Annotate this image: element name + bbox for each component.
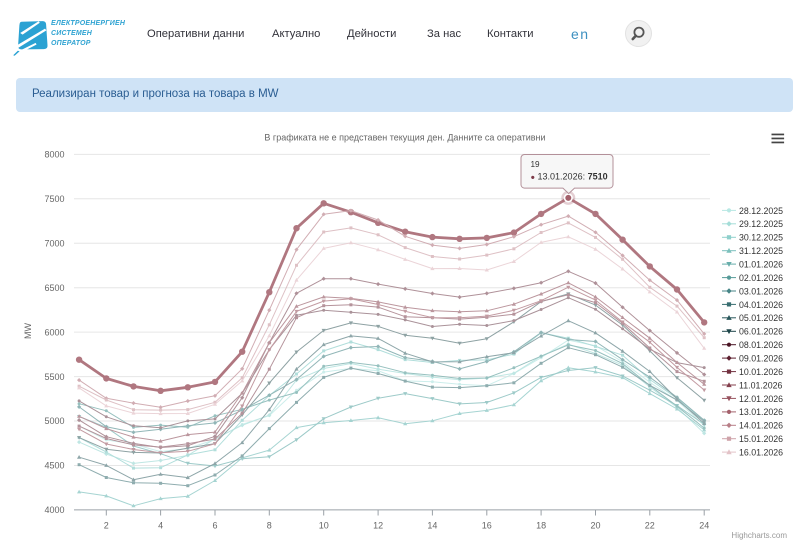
- svg-text:18: 18: [536, 520, 546, 530]
- svg-text:03.01.2026: 03.01.2026: [739, 286, 783, 296]
- svg-text:8000: 8000: [44, 150, 64, 160]
- svg-text:10: 10: [319, 520, 329, 530]
- svg-text:02.01.2026: 02.01.2026: [739, 273, 783, 283]
- svg-text:30.12.2025: 30.12.2025: [739, 233, 783, 243]
- svg-text:16.01.2026: 16.01.2026: [739, 448, 783, 458]
- svg-text:10.01.2026: 10.01.2026: [739, 367, 783, 377]
- svg-text:5500: 5500: [44, 372, 64, 382]
- svg-text:14.01.2026: 14.01.2026: [739, 421, 783, 431]
- svg-text:09.01.2026: 09.01.2026: [739, 354, 783, 364]
- svg-text:28.12.2025: 28.12.2025: [739, 206, 783, 216]
- svg-text:12: 12: [373, 520, 383, 530]
- svg-text:20: 20: [590, 520, 600, 530]
- svg-text:24: 24: [699, 520, 709, 530]
- svg-text:4000: 4000: [44, 505, 64, 515]
- svg-text:6000: 6000: [44, 327, 64, 337]
- svg-text:06.01.2026: 06.01.2026: [739, 327, 783, 337]
- svg-text:7000: 7000: [44, 239, 64, 249]
- svg-text:04.01.2026: 04.01.2026: [739, 300, 783, 310]
- svg-text:22: 22: [645, 520, 655, 530]
- svg-text:05.01.2026: 05.01.2026: [739, 313, 783, 323]
- svg-text:19: 19: [531, 160, 541, 169]
- svg-text:11.01.2026: 11.01.2026: [739, 380, 782, 390]
- svg-text:16: 16: [482, 520, 492, 530]
- svg-text:29.12.2025: 29.12.2025: [739, 219, 783, 229]
- svg-text:7500: 7500: [44, 194, 64, 204]
- svg-text:MW: MW: [23, 323, 33, 339]
- svg-text:31.12.2025: 31.12.2025: [739, 246, 783, 256]
- svg-text:6500: 6500: [44, 283, 64, 293]
- svg-text:4500: 4500: [44, 461, 64, 471]
- svg-text:В графиката не е представен те: В графиката не е представен текущия ден.…: [264, 133, 545, 143]
- svg-text:2: 2: [104, 520, 109, 530]
- svg-text:● 13.01.2026: 7510: ● 13.01.2026: 7510: [531, 172, 608, 182]
- svg-text:8: 8: [267, 520, 272, 530]
- svg-text:14: 14: [427, 520, 437, 530]
- svg-text:4: 4: [158, 520, 163, 530]
- svg-text:6: 6: [212, 520, 217, 530]
- svg-text:15.01.2026: 15.01.2026: [739, 434, 783, 444]
- svg-text:5000: 5000: [44, 416, 64, 426]
- svg-text:Highcharts.com: Highcharts.com: [731, 531, 787, 540]
- svg-text:01.01.2026: 01.01.2026: [739, 260, 783, 270]
- svg-text:12.01.2026: 12.01.2026: [739, 394, 783, 404]
- svg-text:08.01.2026: 08.01.2026: [739, 340, 783, 350]
- svg-text:13.01.2026: 13.01.2026: [739, 407, 783, 417]
